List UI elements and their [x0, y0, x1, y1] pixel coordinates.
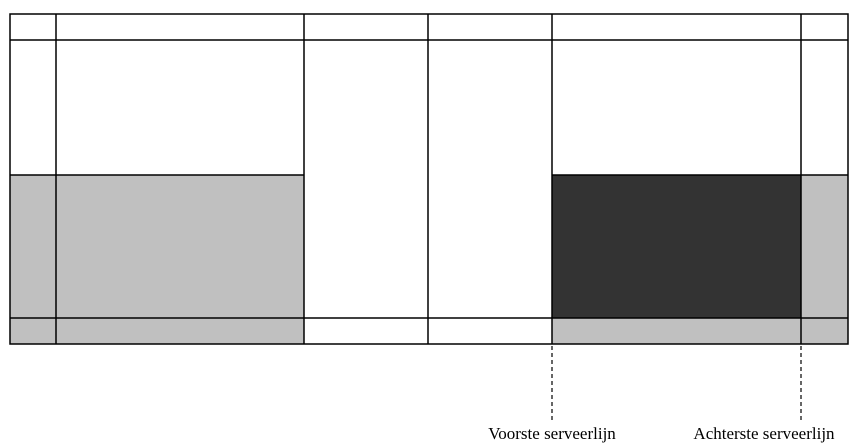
right-zone-back-strip	[801, 175, 848, 318]
right-zone-main-dark	[552, 175, 801, 318]
left-zone-main	[56, 175, 304, 318]
court-outer-boundary	[9, 13, 849, 345]
front-service-line-label: Voorste serveerlijn	[488, 424, 616, 443]
back-service-line-label: Achterste serveerlijn	[693, 424, 835, 443]
left-zone-sideline-strip	[10, 318, 304, 344]
left-zone-back-strip	[10, 175, 56, 318]
right-zone-sideline-strip	[552, 318, 848, 344]
